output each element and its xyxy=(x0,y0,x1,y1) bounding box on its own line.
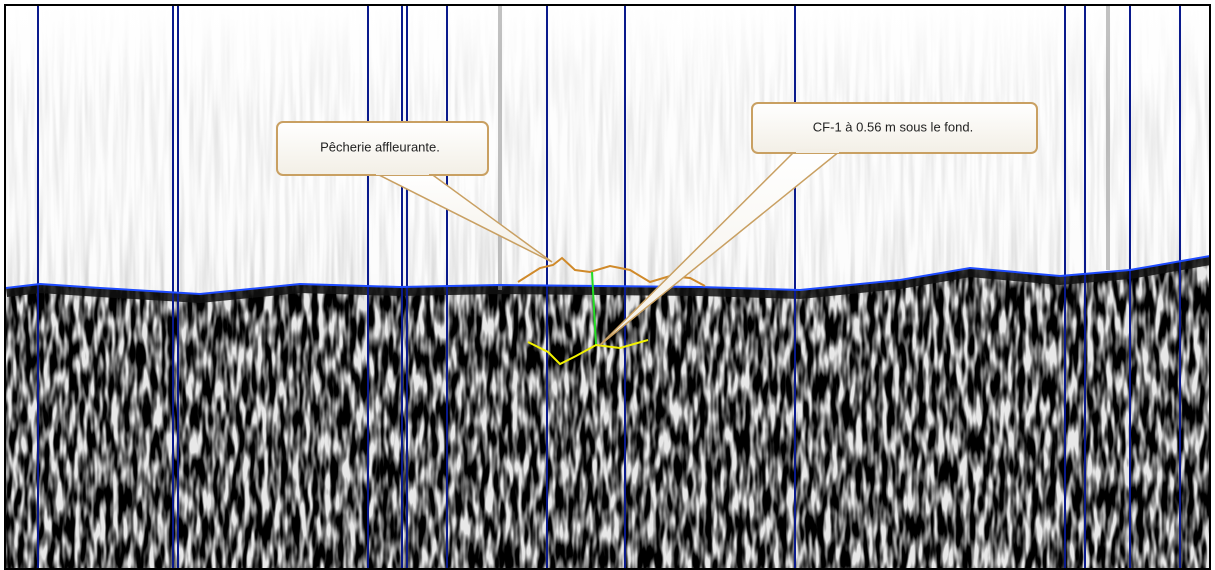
sediment xyxy=(6,250,1210,570)
callout-text: Pêcherie affleurante. xyxy=(320,139,440,154)
callout-text: CF-1 à 0.56 m sous le fond. xyxy=(813,119,973,134)
profile-view: Pêcherie affleurante. CF-1 à 0.56 m sous… xyxy=(0,0,1215,570)
page: Pêcherie affleurante. CF-1 à 0.56 m sous… xyxy=(0,0,1215,570)
